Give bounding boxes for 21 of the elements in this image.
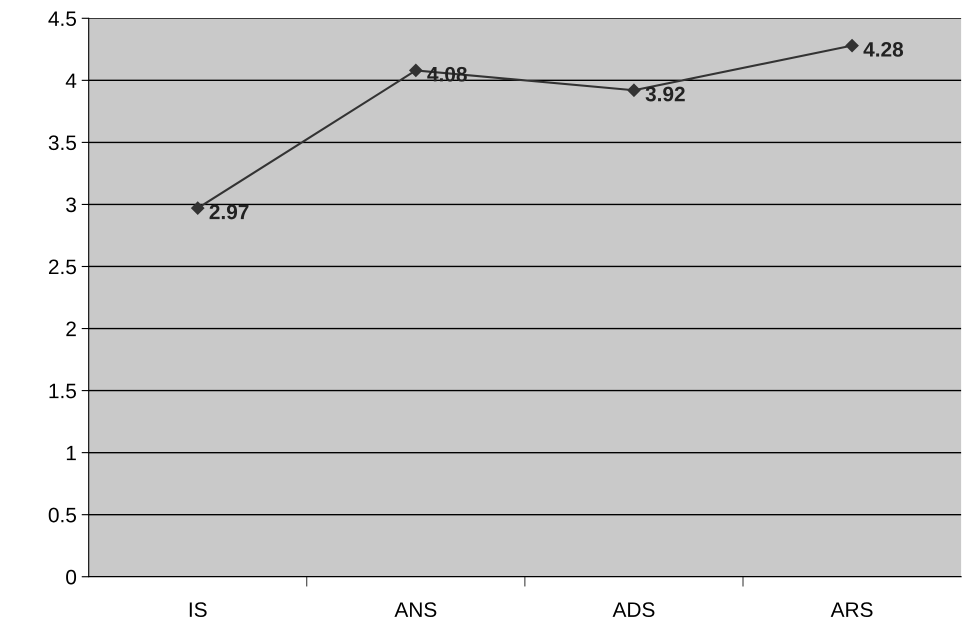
y-tick-label: 4	[66, 74, 76, 88]
point	[845, 39, 859, 52]
y-tick-label: 2	[66, 322, 76, 336]
y-tick-label: 1	[66, 446, 76, 460]
x-tick-label: ANS	[394, 602, 436, 618]
x-tick-label: ADS	[612, 602, 654, 618]
point	[627, 84, 641, 97]
point	[409, 64, 422, 78]
y-tick-label: 0	[66, 570, 76, 584]
y-tick-label: 2.5	[48, 259, 76, 274]
point	[191, 202, 204, 215]
data-label: 3.92	[646, 86, 685, 102]
y-tick-label: 1.5	[50, 384, 76, 398]
data-label: 4.28	[863, 42, 904, 57]
y-tick-label: 3.5	[48, 135, 76, 150]
x-tick-label: ARS	[830, 602, 873, 618]
y-tick-label: 0.5	[48, 508, 76, 522]
x-tick-label: IS	[190, 602, 207, 618]
y-tick-label: 4.5	[48, 12, 76, 26]
y-tick-label: 3	[66, 197, 76, 212]
data-label: 2.97	[210, 204, 248, 220]
